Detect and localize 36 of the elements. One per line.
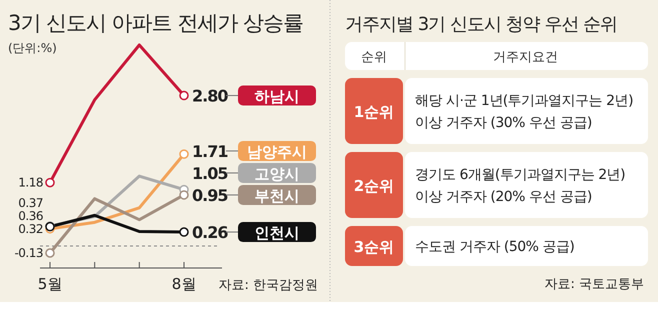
data-label: 0.95: [192, 186, 228, 205]
text: 부천시: [254, 186, 300, 205]
text: 자료: 국토교통부: [544, 277, 644, 292]
category-label: 1순위: [354, 103, 394, 121]
data-label: 1.71: [192, 142, 228, 161]
x-tick-label: 8월: [172, 275, 196, 293]
category-label: 2순위: [354, 177, 394, 195]
text: 남양주시: [247, 142, 307, 161]
point: [45, 248, 55, 258]
category-label: 순위: [361, 50, 387, 65]
text: 수도권 거주자 (50% 공급): [415, 239, 574, 255]
data-label: 1.05: [192, 164, 228, 183]
point: [179, 90, 189, 100]
text: 해당 시·군 1년(투기과열지구는 2년) 이상 거주자 (30% 우선 공급): [415, 93, 634, 131]
chart-title: 3기 신도시 아파트 전세가 상승률: [8, 11, 304, 35]
annotation: (단위:%): [8, 41, 57, 55]
text: 경기도 6개월(투기과열지구는 2년) 이상 거주자 (20% 우선 공급): [415, 167, 626, 205]
text: 인천시: [254, 224, 300, 242]
text: 자료: 한국감정원: [218, 278, 318, 293]
x-tick-label: 5월: [38, 275, 62, 293]
text: 거주지별 3기 신도시 청약 우선 순위: [345, 14, 618, 35]
data-label: 2.80: [192, 86, 228, 106]
point: [179, 149, 189, 159]
text: 하남시: [254, 88, 300, 106]
text: 고양시: [254, 164, 300, 183]
data-label: 0.37: [18, 196, 43, 210]
data-label: -0.13: [14, 246, 43, 260]
data-label: 0.26: [192, 223, 228, 242]
point: [45, 178, 55, 188]
point: [179, 190, 189, 200]
data-label: 0.32: [18, 222, 43, 236]
point: [179, 227, 189, 237]
data-label: 0.36: [18, 208, 43, 223]
category-label: 거주지요건: [493, 50, 558, 65]
category-label: 3순위: [354, 238, 394, 256]
data-label: 1.18: [18, 176, 43, 190]
